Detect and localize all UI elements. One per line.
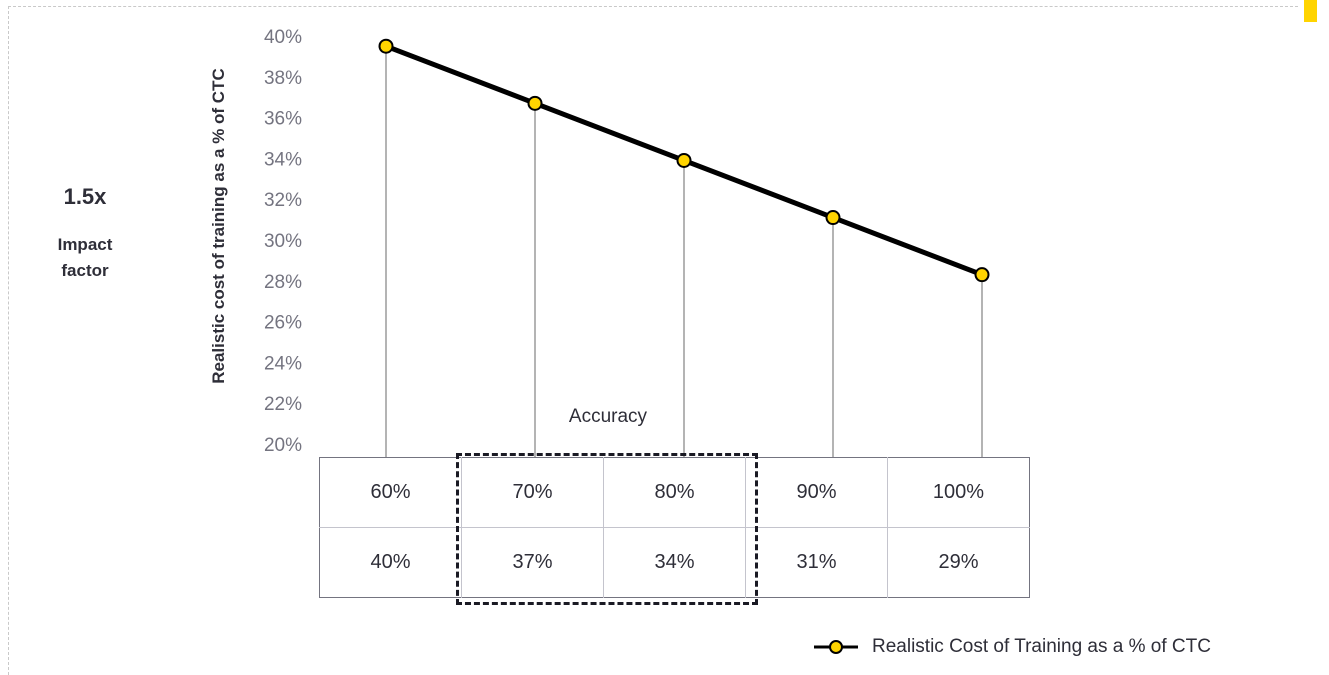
- legend-label: Realistic Cost of Training as a % of CTC: [872, 636, 1211, 657]
- table-cell: 29%: [887, 527, 1030, 598]
- table-cell: 100%: [887, 457, 1030, 528]
- table-cell: 40%: [319, 527, 462, 598]
- data-point: [527, 95, 543, 111]
- accuracy-cost-table: 60% 70% 80% 90% 100% 40% 37% 34% 31% 29%: [319, 457, 1030, 598]
- table-cell: 70%: [461, 457, 604, 528]
- data-point: [825, 210, 841, 226]
- chart-legend: Realistic Cost of Training as a % of CTC: [814, 632, 1211, 662]
- y-tick-label: 38%: [264, 68, 302, 89]
- drop-lines: [385, 46, 983, 457]
- impact-label-line2: factor: [61, 261, 109, 280]
- table-cell: 80%: [603, 457, 746, 528]
- impact-label-line1: Impact: [57, 235, 113, 254]
- y-tick-label: 22%: [264, 394, 302, 415]
- table-cell: 31%: [745, 527, 888, 598]
- data-point: [378, 38, 394, 54]
- y-tick-label: 30%: [264, 231, 302, 252]
- y-tick-label: 32%: [264, 190, 302, 211]
- y-tick-label: 34%: [264, 149, 302, 170]
- impact-factor-label: Impact factor: [30, 232, 140, 284]
- data-point-markers: [378, 38, 990, 283]
- y-tick-label: 36%: [264, 109, 302, 130]
- impact-factor-value: 1.5x: [63, 184, 107, 209]
- accent-tab: [1304, 0, 1317, 22]
- line-with-circle-marker-icon: [814, 640, 858, 654]
- data-point: [676, 152, 692, 168]
- y-tick-label: 24%: [264, 353, 302, 374]
- y-tick-label: 26%: [264, 313, 302, 334]
- y-tick-label: 40%: [264, 27, 302, 48]
- data-point: [974, 267, 990, 283]
- x-axis-title: Accuracy: [569, 406, 648, 427]
- table-cell: 34%: [603, 527, 746, 598]
- y-tick-label: 20%: [264, 435, 302, 456]
- table-cell: 37%: [461, 527, 604, 598]
- frame-border-left: [8, 6, 9, 675]
- y-tick-labels: 20% 22% 24% 26% 28% 30% 32% 34% 36% 38% 40%: [264, 27, 302, 456]
- table-row-accuracy: 60% 70% 80% 90% 100%: [319, 457, 1030, 528]
- y-tick-label: 28%: [264, 272, 302, 293]
- table-cell: 60%: [319, 457, 462, 528]
- frame-border-top: [8, 6, 1298, 7]
- table-cell: 90%: [745, 457, 888, 528]
- table-row-cost: 40% 37% 34% 31% 29%: [319, 527, 1030, 598]
